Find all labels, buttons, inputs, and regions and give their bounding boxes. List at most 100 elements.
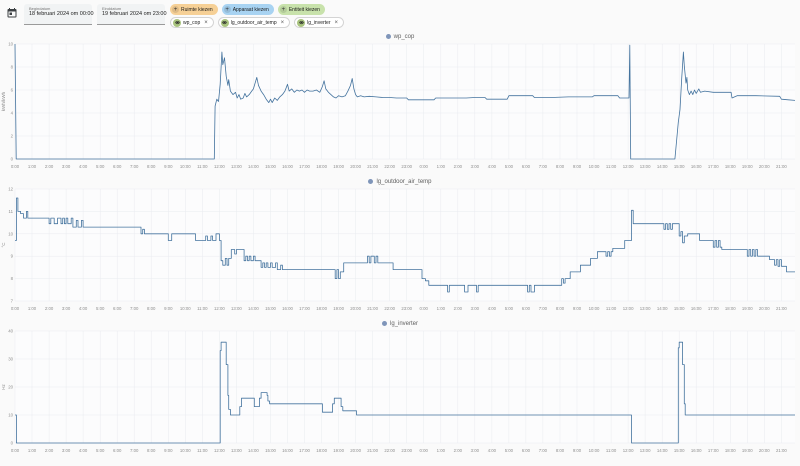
svg-text:17:00: 17:00 [299, 448, 310, 453]
svg-text:14:00: 14:00 [657, 306, 668, 311]
svg-text:23:00: 23:00 [401, 164, 412, 169]
svg-text:13:00: 13:00 [231, 448, 242, 453]
svg-text:20:00: 20:00 [759, 448, 770, 453]
svg-text:10:00: 10:00 [589, 306, 600, 311]
plus-icon: + [223, 6, 231, 13]
svg-text:0: 0 [11, 441, 14, 446]
svg-text:18:00: 18:00 [725, 164, 736, 169]
svg-text:17:00: 17:00 [299, 164, 310, 169]
svg-text:20: 20 [8, 385, 13, 390]
entity-chip-lg_inverter[interactable]: lg_inverter × [294, 17, 345, 28]
svg-text:7:00: 7:00 [130, 164, 139, 169]
svg-text:10: 10 [8, 42, 13, 47]
svg-text:20:00: 20:00 [759, 164, 770, 169]
history-header: Begindatum 18 februari 2024 om 00:00 Ein… [0, 0, 800, 28]
svg-text:5:00: 5:00 [505, 306, 514, 311]
svg-text:0:00: 0:00 [420, 448, 429, 453]
svg-text:0: 0 [11, 157, 14, 162]
svg-text:8:00: 8:00 [147, 164, 156, 169]
svg-text:21:00: 21:00 [776, 306, 787, 311]
svg-text:5:00: 5:00 [505, 448, 514, 453]
legend-wp-cop[interactable]: wp_cop [0, 32, 800, 41]
visibility-toggle[interactable] [220, 18, 229, 27]
svg-text:9:00: 9:00 [164, 164, 173, 169]
svg-text:2:00: 2:00 [454, 164, 463, 169]
plus-icon: + [279, 6, 287, 13]
svg-text:16:00: 16:00 [282, 306, 293, 311]
legend-inverter[interactable]: lg_inverter [0, 319, 800, 328]
end-date-value: 19 februari 2024 om 23:00 [102, 11, 167, 17]
date-range-picker-button[interactable] [5, 6, 19, 20]
svg-text:6: 6 [11, 88, 14, 93]
legend-label: lg_inverter [389, 320, 418, 327]
svg-text:12:00: 12:00 [623, 164, 634, 169]
svg-text:13:00: 13:00 [640, 164, 651, 169]
svg-text:19:00: 19:00 [333, 448, 344, 453]
svg-text:3:00: 3:00 [62, 164, 71, 169]
svg-text:9:00: 9:00 [164, 448, 173, 453]
outdoor-temp-chart[interactable]: 0:00 1:00 2:00 3:00 4:00 5:00 6:00 7:00 8:00 9:00… [0, 186, 800, 315]
svg-text:19:00: 19:00 [742, 164, 753, 169]
svg-text:7:00: 7:00 [130, 448, 139, 453]
svg-text:11:00: 11:00 [197, 448, 208, 453]
series-line-wp_cop [14, 43, 796, 160]
y-axis-title: kWh/kWh [1, 91, 6, 111]
wp-cop-chart[interactable]: 0:00 1:00 2:00 3:00 4:00 5:00 6:00 7:00 8:00 9:00… [0, 41, 800, 173]
legend-dot [381, 321, 387, 326]
svg-text:0:00: 0:00 [420, 306, 429, 311]
svg-text:4:00: 4:00 [79, 306, 88, 311]
svg-text:8:00: 8:00 [556, 448, 565, 453]
picker-chip-entiteit-kiezen[interactable]: + Entiteit kiezen [277, 4, 325, 15]
svg-text:2:00: 2:00 [45, 164, 54, 169]
svg-text:12:00: 12:00 [214, 306, 225, 311]
series-line-lg_inverter [15, 341, 795, 444]
svg-text:20:00: 20:00 [350, 306, 361, 311]
remove-entity-icon[interactable]: × [334, 19, 339, 26]
svg-text:0:00: 0:00 [11, 306, 20, 311]
svg-text:5:00: 5:00 [96, 448, 105, 453]
remove-entity-icon[interactable]: × [204, 19, 208, 26]
axis-tick-labels: 0:00 1:00 2:00 3:00 4:00 5:00 6:00 7:00 8:00 9:00… [8, 329, 787, 454]
svg-text:1:00: 1:00 [28, 164, 37, 169]
inverter-chart[interactable]: 0:00 1:00 2:00 3:00 4:00 5:00 6:00 7:00 8:00 9:00… [0, 328, 800, 457]
picker-chip-ruimte-kiezen[interactable]: + Ruimte kiezen [170, 4, 218, 15]
svg-text:40: 40 [8, 329, 13, 334]
svg-text:4:00: 4:00 [488, 164, 497, 169]
svg-text:19:00: 19:00 [742, 306, 753, 311]
svg-text:7:00: 7:00 [539, 448, 548, 453]
svg-text:21:00: 21:00 [367, 164, 378, 169]
svg-text:4:00: 4:00 [79, 448, 88, 453]
svg-text:6:00: 6:00 [522, 448, 531, 453]
visibility-toggle[interactable] [297, 18, 306, 27]
svg-text:21:00: 21:00 [367, 448, 378, 453]
svg-text:4:00: 4:00 [488, 448, 497, 453]
svg-text:14:00: 14:00 [248, 448, 259, 453]
legend-outdoor-temp[interactable]: lg_outdoor_air_temp [0, 177, 800, 186]
svg-text:21:00: 21:00 [776, 164, 787, 169]
svg-text:1:00: 1:00 [28, 306, 37, 311]
remove-entity-icon[interactable]: × [280, 19, 285, 26]
svg-text:2:00: 2:00 [454, 448, 463, 453]
svg-text:3:00: 3:00 [62, 306, 71, 311]
entity-chip-lg_outdoor_air_temp[interactable]: lg_outdoor_air_temp × [217, 17, 291, 28]
entity-chips-row: wp_cop × lg_outdoor_air_temp × lg_inverter × [170, 17, 345, 28]
svg-text:17:00: 17:00 [708, 448, 719, 453]
start-date-field[interactable]: Begindatum 18 februari 2024 om 00:00 [24, 4, 94, 25]
svg-text:11:00: 11:00 [606, 448, 617, 453]
visibility-toggle[interactable] [173, 18, 181, 27]
svg-text:16:00: 16:00 [282, 164, 293, 169]
end-date-field[interactable]: Einddatum 19 februari 2024 om 23:00 [97, 4, 167, 25]
svg-text:18:00: 18:00 [316, 164, 327, 169]
svg-text:0:00: 0:00 [420, 164, 429, 169]
entity-chip-wp_cop[interactable]: wp_cop × [170, 17, 214, 28]
svg-text:19:00: 19:00 [742, 448, 753, 453]
svg-text:11:00: 11:00 [197, 306, 208, 311]
svg-text:22:00: 22:00 [384, 164, 395, 169]
svg-text:9:00: 9:00 [573, 306, 582, 311]
svg-text:19:00: 19:00 [333, 164, 344, 169]
picker-chip-apparaat-kiezen[interactable]: + Apparaat kiezen [221, 4, 274, 15]
legend-label: wp_cop [393, 33, 415, 40]
svg-text:11:00: 11:00 [197, 164, 208, 169]
svg-text:12: 12 [8, 187, 13, 192]
